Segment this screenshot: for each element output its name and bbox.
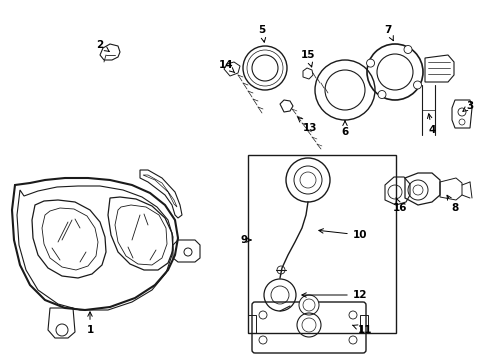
Bar [359,315,367,333]
Text: 4: 4 [427,114,435,135]
Text: 9: 9 [240,235,250,245]
Circle shape [298,295,318,315]
Text: 2: 2 [96,40,109,51]
Circle shape [413,81,421,89]
Text: 14: 14 [218,60,234,73]
Text: 12: 12 [301,290,366,300]
Circle shape [366,59,374,67]
Bar [247,155,395,333]
Text: 16: 16 [392,198,407,213]
Circle shape [403,45,411,54]
Bar [247,315,256,333]
Text: 13: 13 [297,117,317,133]
Text: 6: 6 [341,121,348,137]
Text: 8: 8 [446,195,458,213]
Text: 15: 15 [300,50,315,67]
Text: 5: 5 [258,25,265,42]
Circle shape [377,90,385,99]
Text: 3: 3 [462,101,473,111]
Text: 10: 10 [318,229,366,240]
Text: 1: 1 [86,312,93,335]
Text: 7: 7 [384,25,392,41]
Text: 11: 11 [352,325,371,335]
